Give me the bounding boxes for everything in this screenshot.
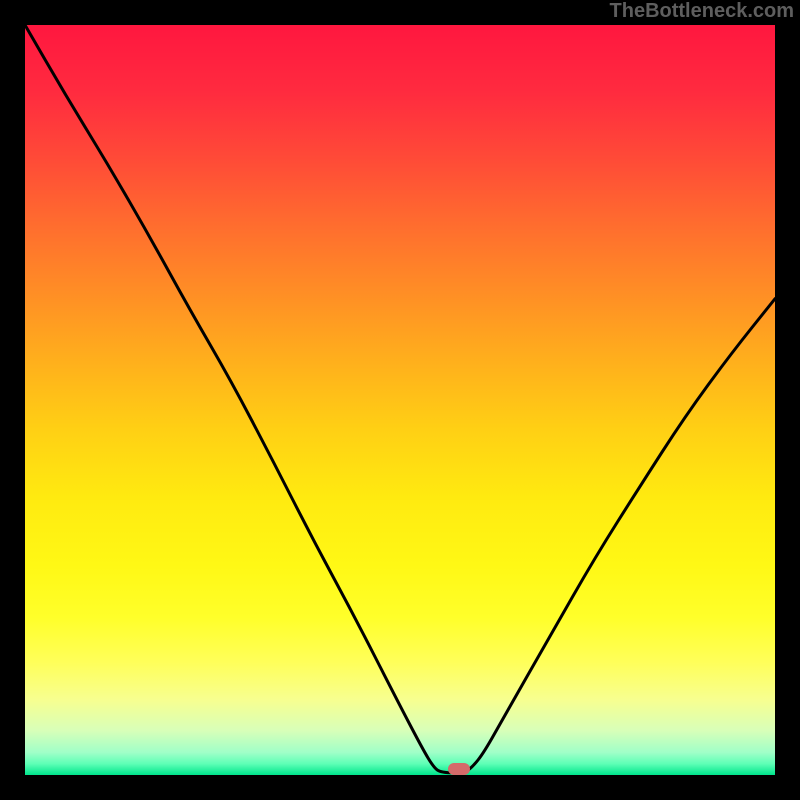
bottleneck-curve <box>25 25 775 775</box>
watermark-text: TheBottleneck.com <box>610 0 794 23</box>
optimal-point-marker <box>448 763 470 775</box>
plot-area <box>25 25 775 775</box>
chart-container: TheBottleneck.com <box>0 0 800 800</box>
